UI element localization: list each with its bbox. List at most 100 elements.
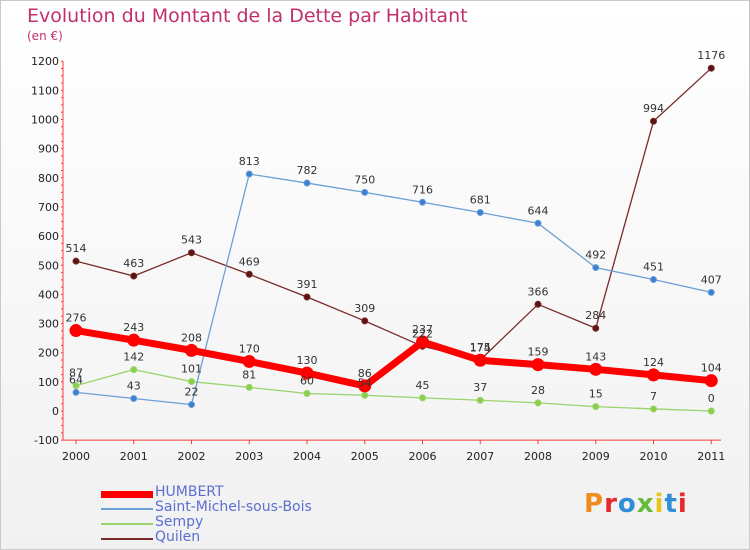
- x-tick-label: 2000: [62, 450, 90, 463]
- data-label-sempy: 15: [589, 388, 603, 401]
- data-point-saint-michel-sous-bois: [476, 208, 484, 216]
- data-point-humbert: [704, 374, 718, 388]
- y-tick-label: 500: [38, 259, 59, 272]
- data-label-saint-michel-sous-bois: 407: [701, 273, 722, 286]
- data-label-humbert: 104: [701, 362, 722, 375]
- data-label-sempy: 45: [416, 379, 430, 392]
- data-label-saint-michel-sous-bois: 22: [185, 386, 199, 399]
- data-label-sempy: 37: [473, 381, 487, 394]
- data-point-sempy: [303, 390, 311, 398]
- data-point-humbert: [358, 379, 372, 393]
- data-point-quilen: [303, 293, 311, 301]
- data-label-saint-michel-sous-bois: 492: [585, 249, 606, 262]
- data-label-saint-michel-sous-bois: 451: [643, 261, 664, 274]
- data-label-humbert: 143: [585, 350, 606, 363]
- data-label-humbert: 124: [643, 356, 664, 369]
- data-point-sempy: [476, 396, 484, 404]
- data-label-sempy: 142: [123, 351, 144, 364]
- x-tick-label: 2007: [466, 450, 494, 463]
- data-label-quilen: 284: [585, 309, 606, 322]
- series-layer: [69, 64, 718, 415]
- series-line-humbert: [75, 327, 712, 390]
- x-tick-label: 2011: [697, 450, 725, 463]
- data-point-sempy: [534, 399, 542, 407]
- data-point-saint-michel-sous-bois: [130, 394, 138, 402]
- data-point-quilen: [361, 317, 369, 325]
- y-tick-label: 900: [38, 143, 59, 156]
- logo-letter: P: [584, 489, 605, 519]
- data-label-saint-michel-sous-bois: 750: [354, 173, 375, 186]
- data-label-saint-michel-sous-bois: 782: [297, 164, 318, 177]
- x-tick-label: 2005: [351, 450, 379, 463]
- data-label-quilen: 366: [528, 285, 549, 298]
- proxiti-logo: Proxiti: [584, 489, 688, 519]
- data-label-quilen: 1176: [697, 49, 725, 62]
- x-tick-label: 2001: [120, 450, 148, 463]
- unit-label: (en €): [27, 29, 63, 43]
- data-label-sempy: 87: [69, 367, 83, 380]
- data-label-humbert: 159: [528, 346, 549, 359]
- series-line-sempy: [75, 368, 712, 412]
- data-label-humbert: 86: [358, 367, 372, 380]
- data-point-saint-michel-sous-bois: [419, 198, 426, 206]
- data-label-quilen: 391: [297, 278, 318, 291]
- data-label-quilen: 175: [470, 341, 491, 354]
- data-point-saint-michel-sous-bois: [188, 401, 195, 409]
- data-label-quilen: 469: [239, 255, 260, 268]
- legend-label: Quilen: [155, 529, 201, 545]
- series-line-saint-michel-sous-bois: [75, 173, 712, 406]
- data-point-humbert: [531, 358, 545, 372]
- data-point-quilen: [130, 272, 138, 280]
- logo-letter: x: [636, 489, 655, 519]
- data-point-sempy: [361, 391, 369, 399]
- legend-label: Saint-Michel-sous-Bois: [155, 499, 312, 515]
- data-point-saint-michel-sous-bois: [245, 170, 253, 178]
- data-label-quilen: 309: [354, 302, 375, 315]
- data-label-sempy: 101: [181, 363, 202, 376]
- data-point-sempy: [419, 394, 426, 402]
- y-tick-label: 600: [38, 230, 59, 243]
- data-point-sempy: [592, 403, 600, 411]
- data-labels: 514 463 543 469 391 309 222 175 366 284 994 1176 87 1…: [66, 49, 726, 405]
- data-label-humbert: 170: [239, 342, 260, 355]
- x-tick-label: 2006: [409, 450, 437, 463]
- x-tick-label: 2004: [293, 450, 321, 463]
- data-label-sempy: 28: [531, 384, 545, 397]
- data-point-humbert: [416, 335, 429, 349]
- data-point-quilen: [650, 117, 657, 125]
- data-point-humbert: [589, 362, 603, 376]
- data-label-sempy: 7: [650, 390, 657, 403]
- data-label-saint-michel-sous-bois: 64: [69, 373, 83, 386]
- data-point-sempy: [188, 378, 195, 386]
- legend-swatch: [101, 490, 153, 498]
- y-tick-label: 1100: [31, 84, 59, 97]
- data-label-sempy: 54: [358, 376, 372, 389]
- data-label-sempy: 60: [300, 375, 314, 388]
- data-label-humbert: 243: [123, 321, 144, 334]
- data-point-sempy: [72, 382, 80, 390]
- data-label-saint-michel-sous-bois: 813: [239, 155, 260, 168]
- y-tick-label: 1200: [31, 55, 59, 68]
- data-point-saint-michel-sous-bois: [592, 264, 600, 272]
- axes: -100010020030040050060070080090010001100…: [31, 55, 725, 463]
- chart-title: Evolution du Montant de la Dette par Hab…: [27, 5, 468, 27]
- logo-letter: t: [664, 489, 678, 519]
- legend-swatch: [101, 538, 153, 540]
- logo-letter: i: [654, 489, 665, 519]
- data-label-humbert: 237: [412, 323, 433, 336]
- data-point-saint-michel-sous-bois: [650, 276, 657, 284]
- data-label-saint-michel-sous-bois: 43: [127, 379, 141, 392]
- data-point-humbert: [300, 366, 314, 380]
- data-point-saint-michel-sous-bois: [361, 188, 369, 196]
- data-label-humbert: 174: [470, 341, 491, 354]
- data-point-sempy: [130, 366, 138, 374]
- logo-letter: r: [604, 489, 618, 519]
- data-point-quilen: [245, 270, 253, 278]
- x-tick-label: 2009: [582, 450, 610, 463]
- data-label-quilen: 543: [181, 234, 202, 247]
- data-label-quilen: 994: [643, 102, 664, 115]
- data-label-saint-michel-sous-bois: 716: [412, 183, 433, 196]
- x-tick-label: 2002: [178, 450, 206, 463]
